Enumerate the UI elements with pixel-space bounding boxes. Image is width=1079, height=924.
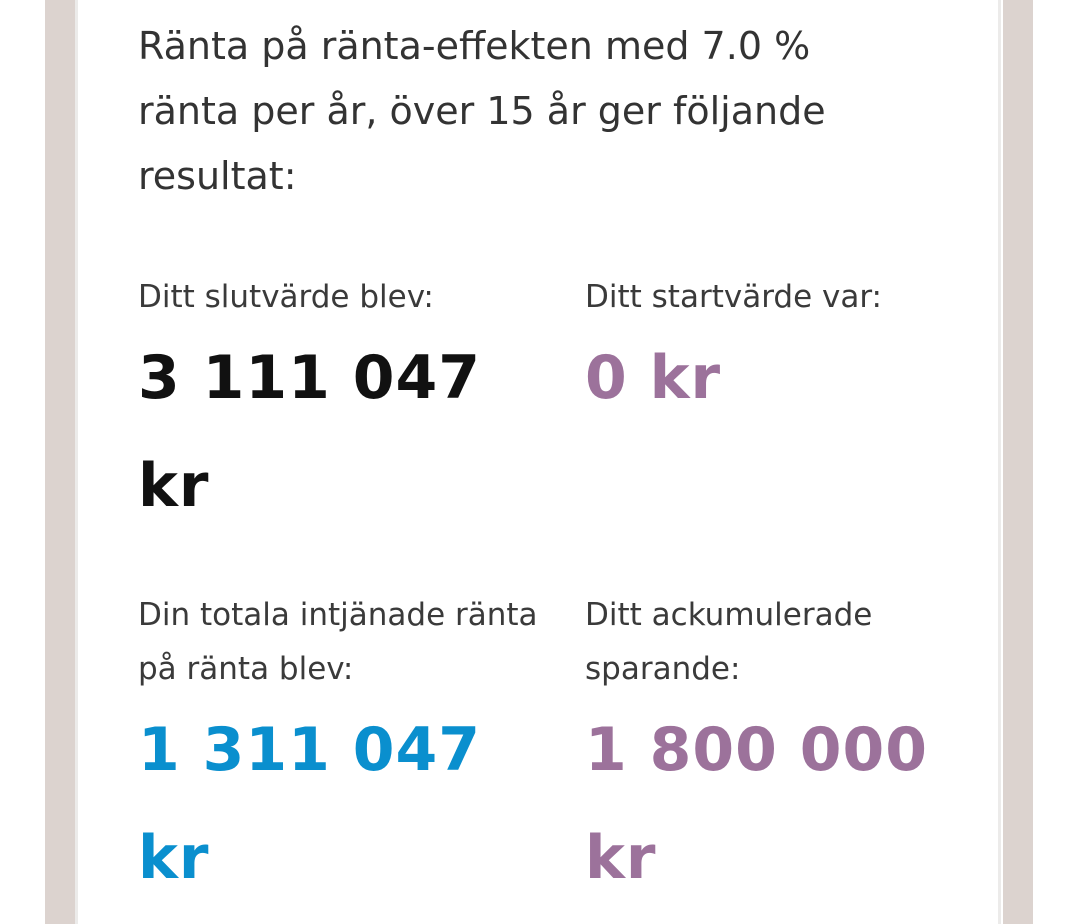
accumulated-savings-amount: 1 800 000 kr <box>585 715 929 893</box>
result-summary: Ränta på ränta-effekten med 7.0 % ränta … <box>138 24 826 198</box>
stat-accumulated-savings: Ditt ackumulerade sparande: 1 800 000 kr <box>585 588 985 912</box>
end-value-label: Ditt slutvärde blev: <box>138 279 434 315</box>
stat-start-value: Ditt startvärde var: 0 kr <box>585 270 985 432</box>
start-value-label: Ditt startvärde var: <box>585 279 882 315</box>
right-rail <box>1003 0 1033 924</box>
results-card <box>75 0 1001 924</box>
total-interest-label: Din totala intjänade ränta på ränta blev… <box>138 597 538 687</box>
end-value-amount: 3 111 047 kr <box>138 343 482 521</box>
start-value-amount: 0 kr <box>585 343 722 413</box>
stat-end-value: Ditt slutvärde blev: 3 111 047 kr <box>138 270 538 540</box>
left-rail <box>45 0 75 924</box>
total-interest-amount: 1 311 047 kr <box>138 715 482 893</box>
accumulated-savings-label: Ditt ackumulerade sparande: <box>585 597 873 687</box>
stat-total-interest: Din totala intjänade ränta på ränta blev… <box>138 588 538 912</box>
